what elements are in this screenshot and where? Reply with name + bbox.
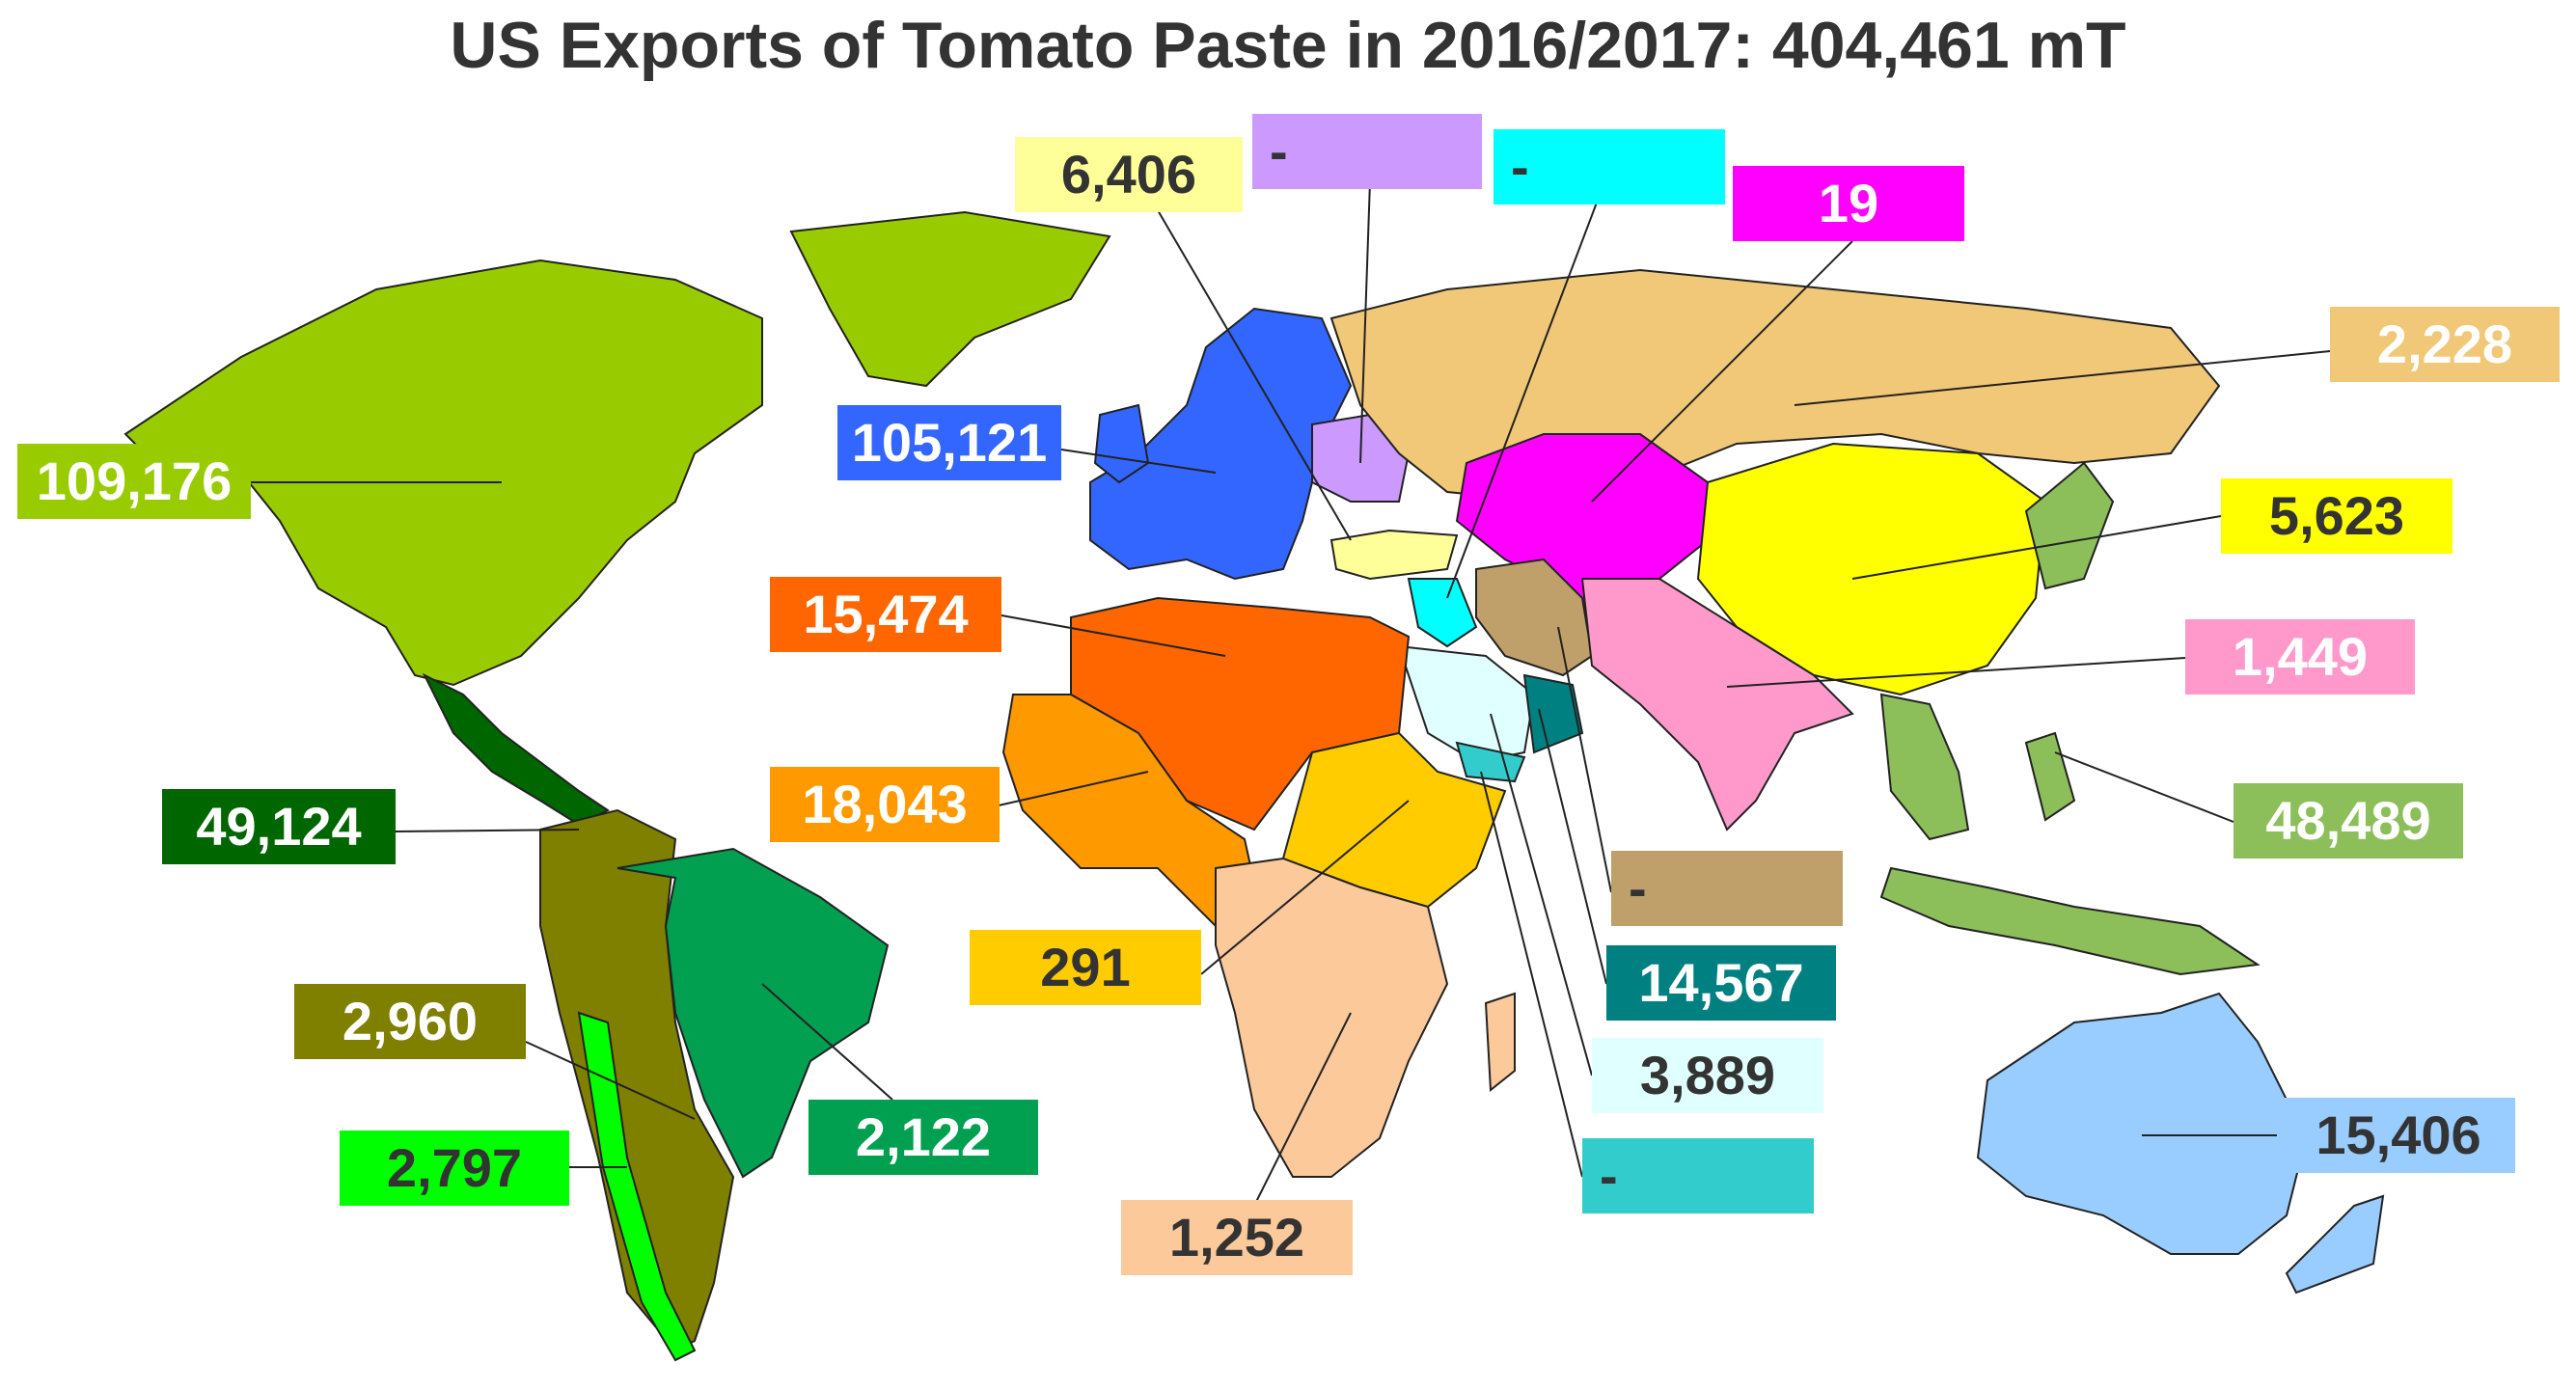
madagascar-shape (1484, 992, 1516, 1092)
leader-saudi-arabia (1490, 713, 1593, 1077)
leader-east-africa (1200, 800, 1410, 975)
label-north-africa: 15,474 (770, 577, 1001, 652)
label-south-asia: 1,449 (2185, 619, 2415, 695)
saudi-arabia-shape (1397, 644, 1536, 764)
leader-southern-africa (1253, 1012, 1352, 1207)
label-levant: - (1494, 129, 1725, 204)
leader-central-america (395, 829, 580, 832)
leader-iran (1557, 626, 1612, 893)
southeast-asia-shape (1879, 693, 1970, 841)
label-europe: 105,121 (837, 405, 1061, 480)
leader-europe (1060, 449, 1217, 474)
leader-yemen (1480, 771, 1583, 1178)
leader-gulf-states (1538, 708, 1607, 985)
chile-shape (577, 1011, 697, 1362)
label-iran: - (1611, 851, 1843, 926)
label-oceania: 15,406 (2282, 1098, 2515, 1173)
china-mongolia-shape (1696, 442, 2047, 696)
label-west-africa: 18,043 (770, 767, 1000, 842)
label-china: 5,623 (2221, 478, 2453, 554)
label-central-asia: 19 (1733, 166, 1964, 241)
gulf-states-shape (1522, 673, 1584, 754)
new-zealand-shape (2285, 1194, 2385, 1295)
leader-andean-south-america (525, 1041, 696, 1120)
japan-korea-shape (2024, 461, 2115, 590)
brazil-shape (617, 847, 890, 1179)
levant-shape (1407, 578, 1478, 648)
map-title: US Exports of Tomato Paste in 2016/2017:… (450, 9, 2126, 82)
leader-south-asia (1726, 657, 2186, 688)
leader-central-asia (1591, 240, 1853, 503)
leader-ukraine-belarus (1359, 180, 1371, 464)
philippines-shape (2024, 731, 2076, 822)
leader-west-africa (998, 771, 1149, 806)
label-yemen: - (1582, 1138, 1814, 1213)
north-america-shape (123, 259, 763, 687)
greenland-shape (789, 210, 1111, 388)
south-asia-shape (1580, 578, 1854, 831)
label-southern-africa: 1,252 (1121, 1200, 1353, 1275)
leader-china (1851, 515, 2222, 580)
central-america-shape (422, 672, 610, 827)
leader-russia (1794, 350, 2331, 406)
label-saudi-arabia: 3,889 (1592, 1038, 1823, 1113)
label-ukraine-belarus: - (1252, 114, 1482, 189)
label-brazil: 2,122 (808, 1100, 1038, 1175)
leader-brazil (761, 983, 893, 1101)
label-gulf-states: 14,567 (1606, 945, 1836, 1021)
leader-east-southeast-asia (2054, 751, 2234, 823)
leader-levant (1446, 202, 1598, 599)
label-north-america: 109,176 (17, 444, 251, 519)
indonesia-shape (1879, 866, 2261, 976)
label-east-southeast-asia: 48,489 (2233, 783, 2463, 859)
label-chile: 2,797 (340, 1131, 569, 1206)
label-russia: 2,228 (2330, 307, 2560, 382)
turkey-shape (1329, 529, 1459, 581)
label-east-africa: 291 (970, 930, 1201, 1005)
australia-shape (1976, 992, 2308, 1255)
label-turkey: 6,406 (1015, 137, 1243, 212)
southern-africa-shape (1215, 857, 1449, 1178)
label-andean-south-america: 2,960 (294, 984, 526, 1059)
label-central-america: 49,124 (162, 789, 396, 864)
leader-north-africa (1000, 614, 1226, 657)
leader-turkey (1157, 209, 1352, 541)
